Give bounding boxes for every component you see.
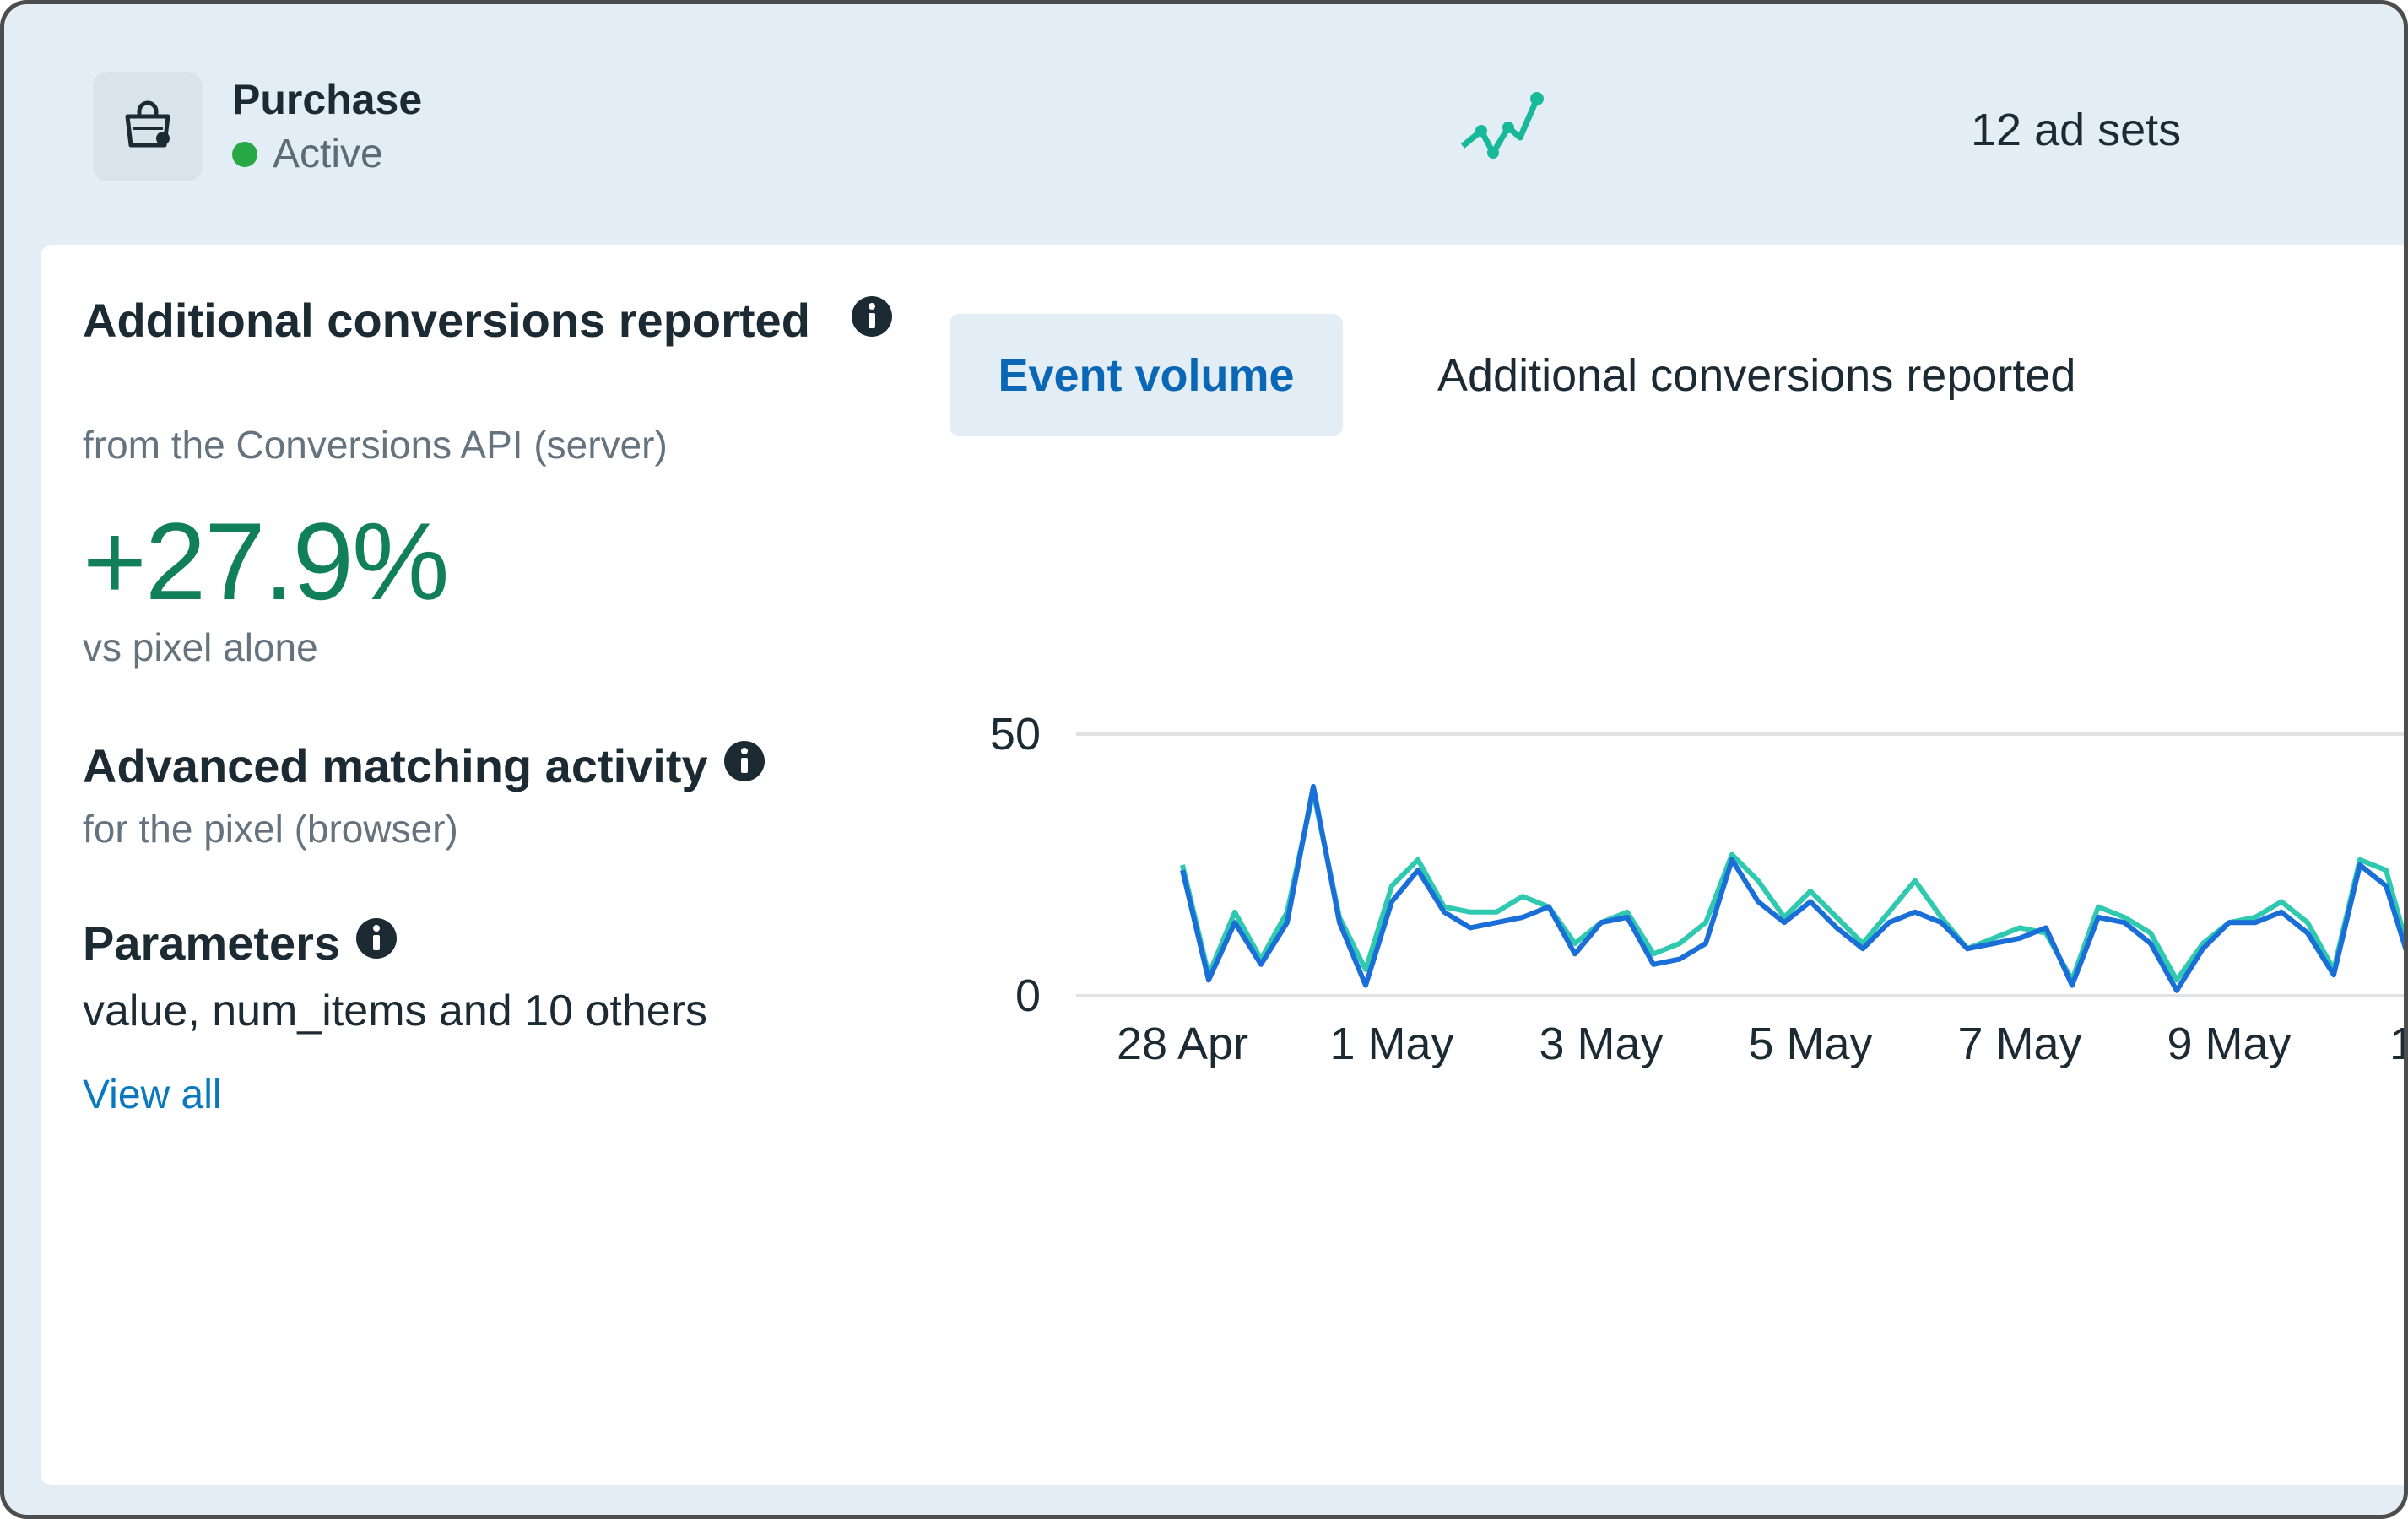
parameters-list: value, num_items and 10 others [83, 987, 707, 1035]
status-text: Active [273, 132, 383, 176]
x-tick-label: 1 May [1329, 1019, 1453, 1069]
status-indicator: Active [232, 131, 383, 177]
y-tick-label: 0 [1015, 970, 1041, 1021]
x-tick-label: 5 May [1748, 1019, 1872, 1069]
x-tick-label: 9 May [2167, 1019, 2291, 1069]
y-tick-label: 50 [990, 709, 1041, 760]
event-volume-chart: 0 50 28 Apr 1 May 3 May 5 May 7 May 9 May 11 M [935, 667, 2408, 1346]
series-line-1 [1180, 789, 2404, 983]
info-icon[interactable] [851, 295, 893, 342]
status-dot-icon [232, 141, 257, 167]
x-tick-label: 11 M [2389, 1019, 2408, 1069]
series-line-2 [1180, 784, 2404, 993]
x-tick-label: 7 May [1957, 1019, 2081, 1069]
line-chart-svg: 0 50 28 Apr 1 May 3 May 5 May 7 May 9 May 11 M [990, 709, 2408, 1069]
advanced-matching-title: Advanced matching activity [83, 739, 708, 792]
event-name: Purchase [232, 76, 423, 123]
additional-conversions-title: Additional conversions reported [83, 294, 810, 347]
details-card: Additional conversions reported from the… [41, 245, 2408, 1485]
parameters-title: Parameters [83, 916, 341, 970]
tab-additional-conversions[interactable]: Additional conversions reported [1437, 349, 2076, 401]
x-tick-label: 28 Apr [1117, 1019, 1248, 1069]
conversions-lift-value: +27.9% [83, 500, 450, 623]
event-header[interactable]: Purchase Active 12 ad sets [4, 4, 2404, 245]
x-tick-label: 3 May [1539, 1019, 1663, 1069]
shopping-bag-icon [121, 98, 175, 156]
ad-sets-count[interactable]: 12 ad sets [1971, 105, 2182, 155]
comparison-text: vs pixel alone [83, 625, 318, 669]
event-icon-tile [93, 72, 203, 181]
advanced-matching-source: for the pixel (browser) [83, 807, 458, 851]
info-icon[interactable] [355, 916, 398, 970]
view-all-link[interactable]: View all [83, 1073, 222, 1117]
advanced-matching-heading: Advanced matching activity [83, 738, 766, 793]
conversions-source: from the Conversions API (server) [83, 423, 668, 467]
info-icon[interactable] [723, 738, 766, 793]
tab-event-volume[interactable]: Event volume [950, 314, 1343, 436]
trend-line-icon [1456, 87, 1549, 167]
parameters-heading: Parameters [83, 916, 398, 970]
